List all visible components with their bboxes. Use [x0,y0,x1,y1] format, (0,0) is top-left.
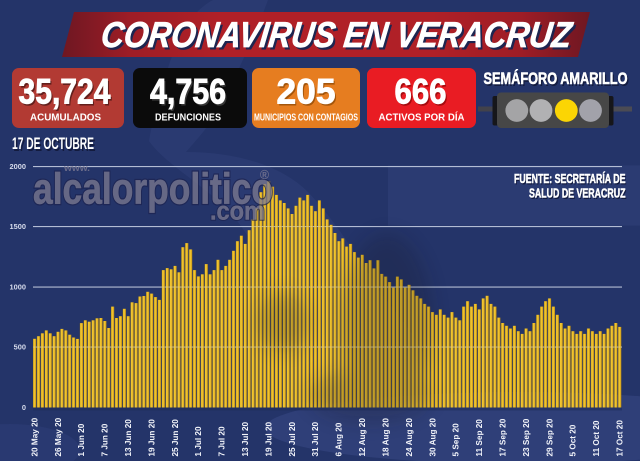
svg-text:SEMÁFORO AMARILLO: SEMÁFORO AMARILLO [484,69,628,88]
svg-text:11 Oct 20: 11 Oct 20 [592,420,601,456]
svg-text:31 Jul 20: 31 Jul 20 [311,421,320,456]
svg-text:30 Aug 20: 30 Aug 20 [428,418,437,457]
svg-text:35,724: 35,724 [20,75,112,114]
svg-text:1500: 1500 [10,222,26,231]
svg-text:13 Jul 20: 13 Jul 20 [241,421,250,456]
svg-text:29 Sep 20: 29 Sep 20 [545,418,554,456]
svg-text:FUENTE: SECRETARÍA DE: FUENTE: SECRETARÍA DE [515,173,627,188]
svg-text:19 Jun 20: 19 Jun 20 [147,419,156,457]
svg-text:www.: www. [63,163,90,174]
svg-text:17 Oct 20: 17 Oct 20 [616,420,625,457]
svg-text:CORONAVIRUS EN VERACRUZ: CORONAVIRUS EN VERACRUZ [101,17,578,58]
svg-text:MUNICIPIOS CON CONTAGIOS: MUNICIPIOS CON CONTAGIOS [254,112,358,124]
svg-text:12 Aug 20: 12 Aug 20 [358,418,367,457]
svg-text:17 Sep 20: 17 Sep 20 [499,418,508,456]
svg-text:35,724: 35,724 [19,73,111,112]
svg-text:7 Jul 20: 7 Jul 20 [218,426,227,456]
svg-text:.com: .com [210,196,265,226]
svg-text:alcalorpolitico: alcalorpolitico [33,166,273,214]
svg-text:ACUMULADOS: ACUMULADOS [30,112,101,124]
svg-text:11 Sep 20: 11 Sep 20 [475,419,484,457]
svg-text:666: 666 [396,75,448,114]
svg-text:5 Sep 20: 5 Sep 20 [452,423,461,457]
svg-text:23 Sep 20: 23 Sep 20 [522,418,531,456]
svg-text:®: ® [260,168,270,182]
svg-text:6 Aug 20: 6 Aug 20 [335,422,344,456]
svg-text:0: 0 [22,403,26,412]
svg-text:ACTIVOS POR DÍA: ACTIVOS POR DÍA [379,111,465,124]
svg-text:17 DE OCTUBRE: 17 DE OCTUBRE [14,137,96,155]
svg-text:alcalorpolitico: alcalorpolitico [33,166,273,214]
svg-text:20 May 20: 20 May 20 [30,417,39,456]
svg-text:CORONAVIRUS EN VERACRUZ: CORONAVIRUS EN VERACRUZ [99,14,576,55]
svg-text:19 Jul 20: 19 Jul 20 [264,421,273,456]
svg-text:DEFUNCIONES: DEFUNCIONES [155,112,221,124]
svg-text:1 Jul 20: 1 Jul 20 [194,426,203,456]
svg-text:SEMÁFORO AMARILLO: SEMÁFORO AMARILLO [485,71,629,90]
svg-text:2000: 2000 [10,162,26,171]
svg-text:18 Aug 20: 18 Aug 20 [382,418,391,457]
svg-text:666: 666 [395,73,447,112]
svg-text:205: 205 [278,75,337,114]
svg-text:26 May 20: 26 May 20 [54,417,63,456]
svg-text:FUENTE: SECRETARÍA DE: FUENTE: SECRETARÍA DE [514,171,626,186]
svg-text:13 Jun 20: 13 Jun 20 [124,419,133,457]
svg-text:1 Jun 20: 1 Jun 20 [77,423,86,456]
svg-text:500: 500 [14,342,26,351]
svg-text:24 Aug 20: 24 Aug 20 [405,418,414,457]
svg-text:17 DE OCTUBRE: 17 DE OCTUBRE [12,135,94,153]
svg-text:5 Oct 20: 5 Oct 20 [569,424,578,456]
svg-text:4,756: 4,756 [152,75,228,114]
svg-text:4,756: 4,756 [150,73,226,112]
svg-text:SALUD DE VERACRUZ: SALUD DE VERACRUZ [530,188,627,202]
svg-text:25 Jul 20: 25 Jul 20 [288,421,297,456]
svg-text:1000: 1000 [10,282,26,291]
svg-text:205: 205 [277,73,336,112]
svg-text:.com: .com [210,196,265,226]
svg-text:7 Jun 20: 7 Jun 20 [101,423,110,456]
svg-text:25 Jun 20: 25 Jun 20 [171,419,180,457]
svg-text:SALUD DE VERACRUZ: SALUD DE VERACRUZ [529,187,626,201]
